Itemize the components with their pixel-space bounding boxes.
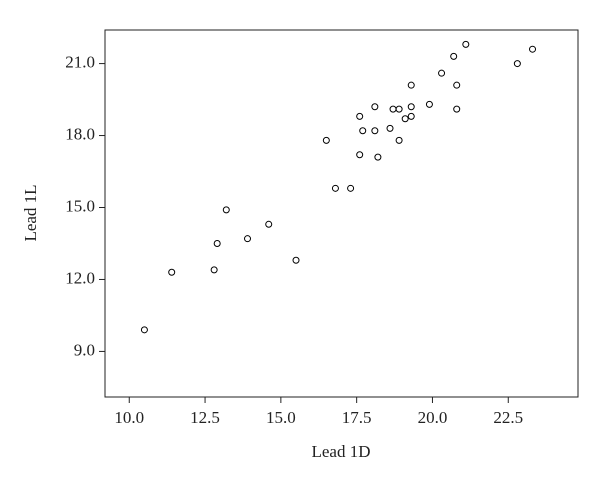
point — [222, 206, 230, 214]
point — [389, 105, 397, 113]
x-tick-label: 10.0 — [114, 408, 144, 427]
y-axis-label: Lead 1L — [21, 184, 40, 241]
y-tick-label: 9.0 — [74, 340, 95, 359]
point — [331, 184, 339, 192]
x-axis-label: Lead 1D — [311, 442, 370, 461]
point — [438, 69, 446, 77]
x-tick-label: 22.5 — [493, 408, 523, 427]
point — [244, 235, 252, 243]
x-tick-label: 17.5 — [342, 408, 372, 427]
point — [386, 124, 394, 132]
point — [371, 103, 379, 111]
y-tick-label: 21.0 — [65, 52, 95, 71]
point — [140, 326, 148, 334]
point — [407, 112, 415, 120]
point — [425, 100, 433, 108]
x-tick-label: 20.0 — [418, 408, 448, 427]
point — [407, 103, 415, 111]
point — [395, 105, 403, 113]
point — [265, 220, 273, 228]
point — [359, 127, 367, 135]
point — [529, 45, 537, 53]
x-tick-label: 15.0 — [266, 408, 296, 427]
point — [292, 256, 300, 264]
point — [347, 184, 355, 192]
point — [453, 105, 461, 113]
point — [407, 81, 415, 89]
point — [453, 81, 461, 89]
point — [450, 52, 458, 60]
y-tick-label: 12.0 — [65, 268, 95, 287]
point — [356, 151, 364, 159]
point — [374, 153, 382, 161]
point — [168, 268, 176, 276]
y-tick-label: 18.0 — [65, 124, 95, 143]
point — [395, 136, 403, 144]
point — [401, 115, 409, 123]
point — [356, 112, 364, 120]
point — [462, 40, 470, 48]
x-tick-label: 12.5 — [190, 408, 220, 427]
point — [213, 239, 221, 247]
point — [513, 60, 521, 68]
point — [371, 127, 379, 135]
point — [322, 136, 330, 144]
y-tick-label: 15.0 — [65, 196, 95, 215]
point — [210, 266, 218, 274]
plot-frame — [104, 29, 579, 398]
